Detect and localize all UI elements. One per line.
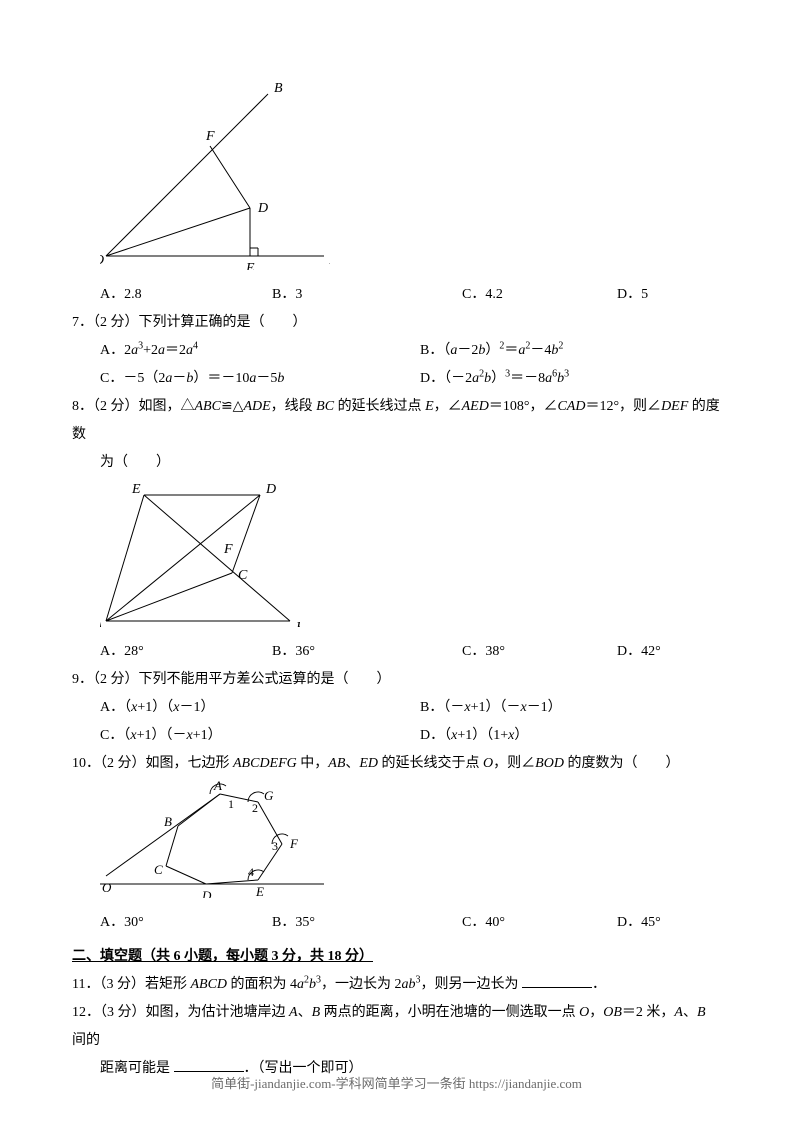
svg-text:A: A [213,778,222,793]
svg-text:D: D [201,888,212,898]
q11-blank[interactable] [522,973,592,988]
section2-header: 二、填空题（共 6 小题，每小题 3 分，共 18 分） [72,943,721,971]
q12-stem-line1: 12．（3 分）如图，为估计池塘岸边 A、B 两点的距离，小明在池塘的一侧选取一… [72,999,721,1055]
svg-text:E: E [255,884,264,898]
q8-options: A．28° B．36° C．38° D．42° [72,638,721,666]
q10-diagram: O A B C D E F G 1 2 3 4 [100,778,721,903]
svg-text:A: A [329,253,330,268]
q6-opt-c: C．4.2 [462,281,617,309]
q8-opt-d: D．42° [617,638,661,666]
svg-text:F: F [205,129,215,144]
q11-stem: 11．（3 分）若矩形 ABCD 的面积为 4a2b3，一边长为 2ab3，则另… [72,971,721,999]
q7-opt-c: C．－5（2a－b）＝－10a－5b [100,365,420,393]
q6-opt-a: A．2.8 [100,281,272,309]
svg-text:F: F [223,542,233,557]
q7-row2: C．－5（2a－b）＝－10a－5b D．（－2a2b）3＝－8a6b3 [72,365,721,393]
svg-text:O: O [102,880,112,895]
q6-options: A．2.8 B．3 C．4.2 D．5 [72,281,721,309]
q10-opt-a: A．30° [100,909,272,937]
q9-row1: A．（x+1）（x－1） B．（－x+1）（－x－1） [72,694,721,722]
svg-text:A: A [100,620,103,627]
q7-stem: 7．（2 分）下列计算正确的是（ ） [72,309,721,337]
q12-blank[interactable] [174,1057,244,1072]
q10-options: A．30° B．35° C．40° D．45° [72,909,721,937]
q10-opt-c: C．40° [462,909,617,937]
page-footer: 简单街-jiandanjie.com-学科网简单学习一条街 https://ji… [0,1073,793,1092]
svg-text:O: O [100,253,104,268]
q7-opt-b: B．（a－2b）2＝a2－4b2 [420,337,563,365]
q9-opt-d: D．（x+1）（1+x） [420,722,528,750]
q8-stem-line2: 为（ ） [72,449,721,477]
svg-text:D: D [257,201,268,216]
q9-stem: 9．（2 分）下列不能用平方差公式运算的是（ ） [72,666,721,694]
svg-text:B: B [296,620,300,627]
svg-text:B: B [274,81,283,96]
q8-opt-c: C．38° [462,638,617,666]
q10-opt-b: B．35° [272,909,462,937]
svg-text:C: C [238,568,248,583]
svg-text:1: 1 [228,797,234,811]
svg-text:2: 2 [252,801,258,815]
svg-text:3: 3 [272,839,278,853]
q7-row1: A．2a3+2a＝2a4 B．（a－2b）2＝a2－4b2 [72,337,721,365]
q8-opt-b: B．36° [272,638,462,666]
q9-opt-c: C．（x+1）（－x+1） [100,722,420,750]
svg-text:4: 4 [248,865,254,879]
page: O A B E D F A．2.8 B．3 C．4.2 D．5 7．（2 分）下列计算正确… [0,0,793,1122]
svg-text:B: B [164,814,172,829]
q6-diagram: O A B E D F [100,80,721,275]
q6-opt-b: B．3 [272,281,462,309]
q8-diagram: A B C D E F [100,477,721,632]
svg-text:F: F [289,836,299,851]
svg-text:E: E [245,261,255,270]
q9-opt-b: B．（－x+1）（－x－1） [420,694,562,722]
q7-opt-d: D．（－2a2b）3＝－8a6b3 [420,365,569,393]
q10-stem: 10．（2 分）如图，七边形 ABCDEFG 中，AB、ED 的延长线交于点 O… [72,750,721,778]
q8-stem-line1: 8．（2 分）如图，△ABC≌△ADE，线段 BC 的延长线过点 E，∠AED＝… [72,393,721,449]
q8-opt-a: A．28° [100,638,272,666]
svg-text:G: G [264,788,274,803]
q7-opt-a: A．2a3+2a＝2a4 [100,337,420,365]
svg-text:C: C [154,862,163,877]
q9-opt-a: A．（x+1）（x－1） [100,694,420,722]
q9-row2: C．（x+1）（－x+1） D．（x+1）（1+x） [72,722,721,750]
q10-opt-d: D．45° [617,909,661,937]
q6-opt-d: D．5 [617,281,648,309]
svg-text:E: E [131,482,141,497]
svg-text:D: D [265,482,276,497]
